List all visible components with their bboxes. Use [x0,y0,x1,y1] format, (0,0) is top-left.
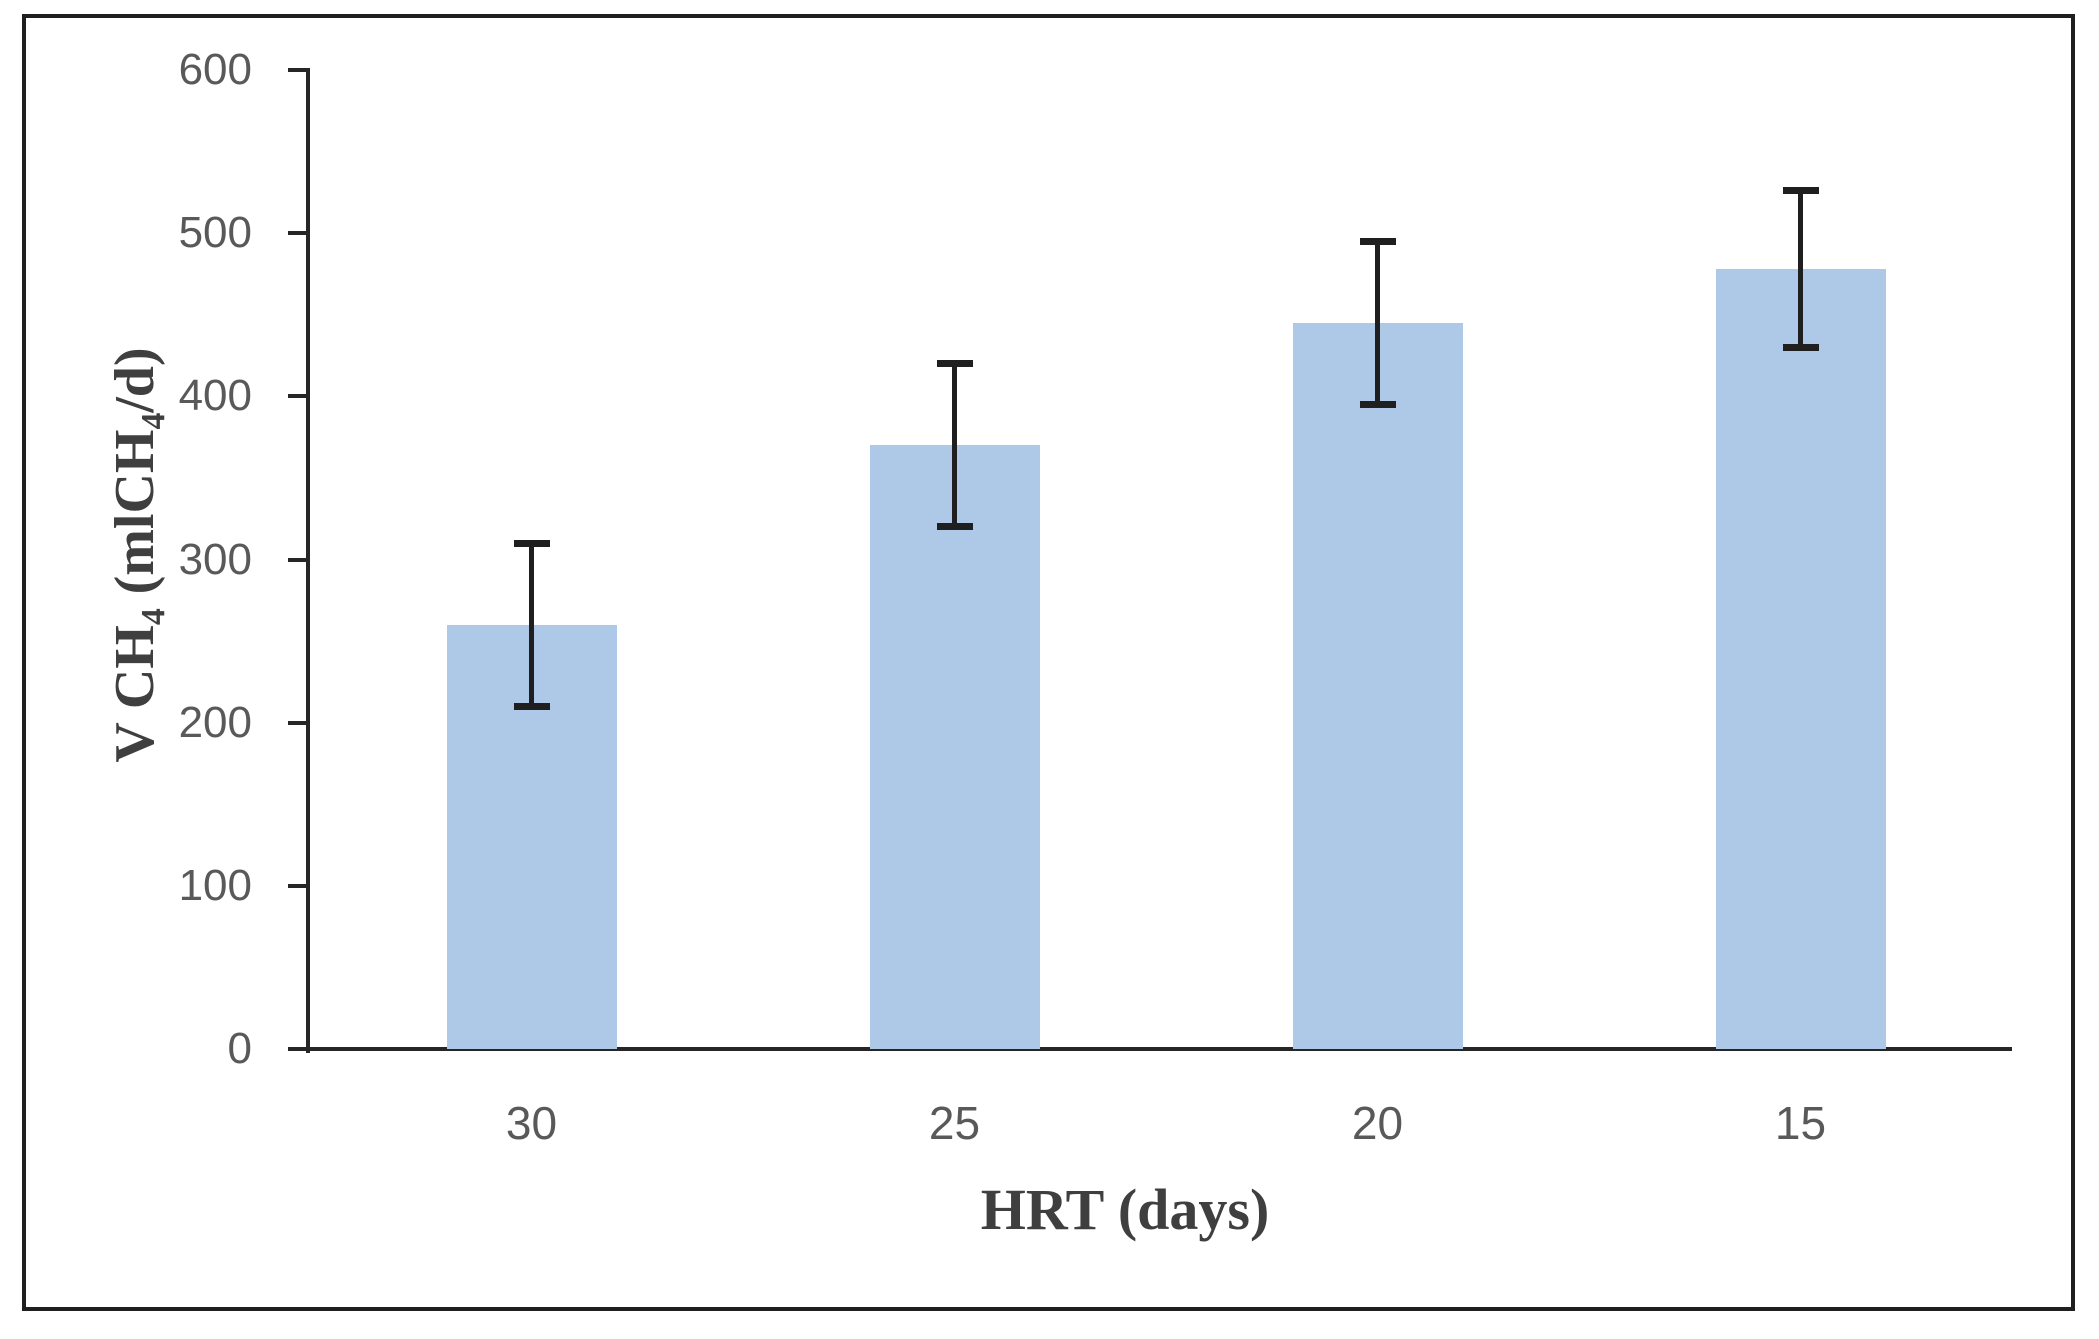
x-tick-label: 30 [505,1097,558,1149]
y-tick-mark [288,231,308,236]
y-tick-label: 100 [178,860,252,910]
x-tick-label: 15 [1774,1097,1827,1149]
bar [1292,322,1463,1049]
error-bar-line [1375,241,1380,405]
y-tick-mark [288,720,308,725]
x-axis-title: HRT (days) [980,1177,1270,1242]
error-bar-cap-bottom [936,523,973,531]
y-tick-mark [288,1047,308,1051]
y-tick-label: 200 [178,697,252,747]
x-tick-label: 25 [928,1097,981,1149]
y-tick-mark [288,68,308,72]
x-tick-label: 20 [1351,1097,1404,1149]
error-bar-line [529,543,534,707]
error-bar-line [1798,190,1803,348]
error-bar-cap-top [936,360,973,368]
error-bar-line [952,363,957,527]
y-tick-mark [288,394,308,399]
y-tick-label: 0 [227,1024,252,1073]
y-tick-mark [288,883,308,888]
y-axis-line [306,68,310,1053]
error-bar-cap-top [1359,237,1396,245]
error-bar-cap-bottom [1359,400,1396,408]
error-bar-cap-top [513,539,550,547]
figure-border [22,14,2075,1311]
y-tick-label: 600 [178,45,252,94]
y-tick-mark [288,557,308,562]
error-bar-cap-bottom [513,702,550,710]
x-axis-line [306,1047,2012,1051]
y-tick-label: 400 [178,371,252,421]
y-tick-label: 500 [178,208,252,258]
error-bar-cap-top [1782,187,1819,195]
y-axis-title: V CH₄ (mlCH₄/d) [104,347,166,763]
bar [869,445,1040,1049]
error-bar-cap-bottom [1782,343,1819,351]
bar [1715,269,1886,1049]
y-tick-label: 300 [178,534,252,584]
